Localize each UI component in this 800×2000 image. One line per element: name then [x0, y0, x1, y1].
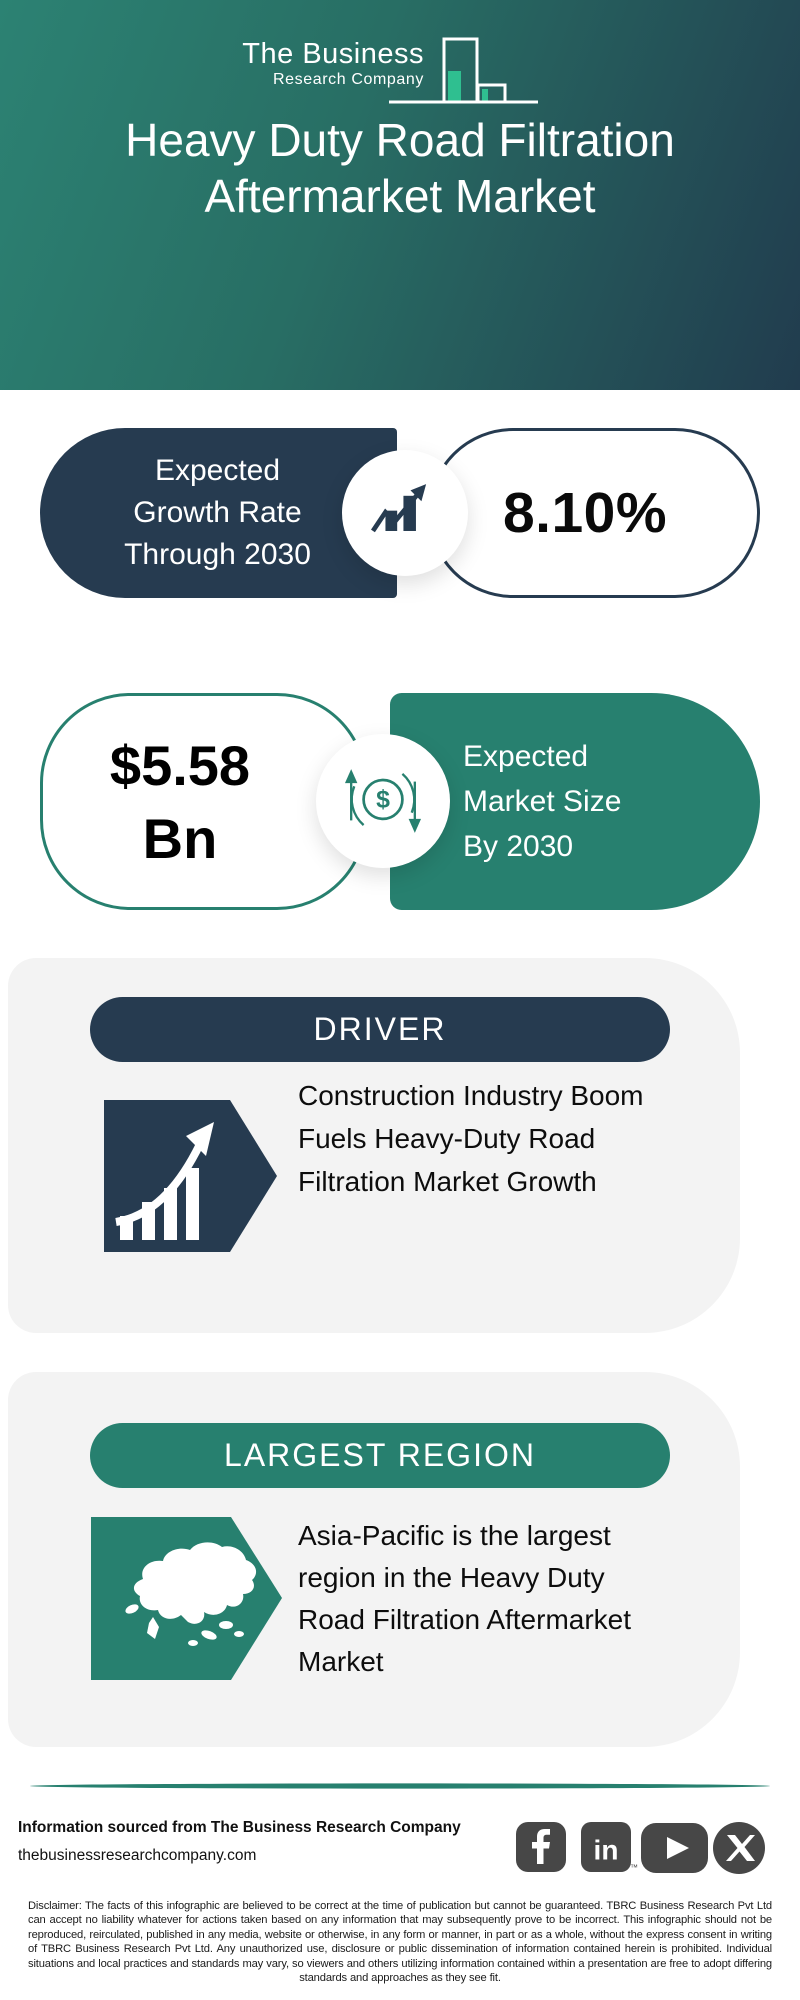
growth-label-line2: Growth Rate [133, 496, 302, 529]
largest-region-section-card: LARGEST REGION Asia-Pacific is the large… [8, 1372, 740, 1747]
driver-text: Construction Industry Boom Fuels Heavy-D… [298, 1074, 718, 1203]
growth-trend-icon [370, 484, 427, 533]
footer-divider [30, 1783, 770, 1789]
company-logo: The Business Research Company [0, 14, 800, 109]
bar-growth-arrow-icon [104, 1100, 277, 1252]
page-title-line2: Aftermarket Market [204, 170, 596, 222]
logo-name-line1: The Business [242, 38, 424, 70]
asia-pacific-map-icon [91, 1517, 282, 1680]
driver-heading: DRIVER [313, 1011, 447, 1047]
growth-label-pill: Expected Growth Rate Through 2030 [40, 428, 397, 598]
money-circulation-icon: $ [344, 769, 422, 833]
driver-heading-pill: DRIVER [90, 997, 670, 1062]
linkedin-tm: ™ [630, 1863, 638, 1872]
growth-rate-value: 8.10% [502, 481, 668, 545]
region-heading-pill: LARGEST REGION [90, 1423, 670, 1488]
logo-bar-chart-icon [389, 37, 538, 104]
growth-label-line1: Expected [154, 454, 281, 487]
growth-label-line3: Through 2030 [124, 538, 311, 571]
money-icon-circle: $ [316, 734, 450, 868]
region-text-line3: Road Filtration Aftermarket [298, 1604, 632, 1635]
driver-text-line3: Filtration Market Growth [298, 1166, 597, 1197]
growth-rate-stat-card: Expected Growth Rate Through 2030 8.10% [40, 428, 760, 598]
page-title-line1: Heavy Duty Road Filtration [125, 114, 675, 166]
facebook-icon[interactable] [516, 1822, 566, 1872]
logo-name-line2: Research Company [273, 71, 424, 88]
driver-text-line1: Construction Industry Boom [298, 1080, 644, 1111]
growth-label: Expected Growth Rate Through 2030 [40, 450, 395, 576]
source-info: Information sourced from The Business Re… [18, 1814, 488, 1870]
driver-text-line2: Fuels Heavy-Duty Road [298, 1123, 596, 1154]
company-logo-text: The Business Research Company [180, 38, 424, 89]
source-website-link[interactable]: thebusinessresearchcompany.com [18, 1847, 257, 1864]
region-heading: LARGEST REGION [224, 1437, 536, 1473]
x-twitter-icon[interactable] [713, 1822, 765, 1874]
market-size-stat-card: $5.58 Bn Expected Market Size By 2030 $ [40, 693, 760, 910]
driver-section-card: DRIVER Construction Industry Boom Fuels … [8, 958, 740, 1333]
youtube-icon[interactable] [641, 1823, 708, 1873]
disclaimer-text: Disclaimer: The facts of this infographi… [28, 1900, 772, 1985]
market-size-value: $5.58 Bn [40, 729, 320, 875]
market-size-label-line1: Expected [463, 740, 589, 773]
region-text: Asia-Pacific is the largest region in th… [298, 1515, 728, 1683]
region-text-line2: region in the Heavy Duty [298, 1562, 605, 1593]
dollar-sign: $ [376, 787, 390, 814]
region-text-line4: Market [298, 1646, 384, 1677]
linkedin-icon[interactable]: in ™ [581, 1822, 639, 1874]
market-size-label: Expected Market Size By 2030 [463, 734, 753, 869]
market-size-value-line2: Bn [142, 807, 218, 870]
source-line1: Information sourced from The Business Re… [18, 1819, 461, 1836]
market-size-value-line1: $5.58 [109, 734, 251, 797]
growth-icon-circle [342, 450, 468, 576]
market-size-label-line2: Market Size [463, 785, 622, 818]
social-icons: in ™ [516, 1822, 776, 1874]
market-size-label-pill [390, 693, 760, 910]
region-text-line1: Asia-Pacific is the largest [298, 1520, 611, 1551]
header-banner: The Business Research Company Heavy Duty… [0, 0, 800, 390]
page-title: Heavy Duty Road Filtration Aftermarket M… [0, 112, 800, 224]
linkedin-label: in [594, 1835, 619, 1866]
market-size-label-line3: By 2030 [463, 830, 574, 863]
